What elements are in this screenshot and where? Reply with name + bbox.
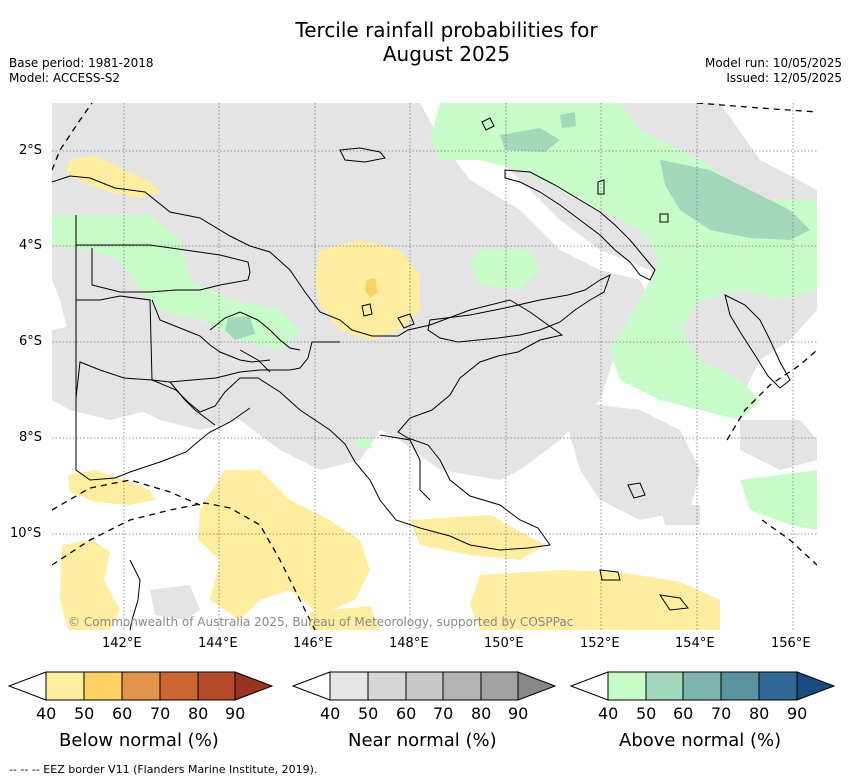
- below-normal-50: [365, 278, 378, 298]
- model-name: Model: ACCESS-S2: [9, 71, 121, 85]
- above-swatch-2: [645, 671, 684, 701]
- below-swatch-4: [159, 671, 199, 701]
- issued-date: Issued: 12/05/2025: [726, 71, 842, 85]
- meta-left: Base period: 1981-2018 Model: ACCESS-S2: [9, 56, 154, 86]
- near-swatch-2: [367, 671, 407, 701]
- lat-label-2s: 2°S: [19, 143, 43, 158]
- near-swatch-3: [405, 671, 444, 701]
- above-swatch-5: [758, 671, 798, 701]
- above-tick-50: 50: [636, 704, 657, 723]
- near-tick-50: 50: [358, 704, 379, 723]
- above-tick-70: 70: [711, 704, 732, 723]
- map-title: Tercile rainfall probabilities for Augus…: [0, 18, 850, 66]
- lon-label-150e: 150°E: [484, 636, 524, 651]
- below-swatch-1: [45, 671, 85, 701]
- lat-label-4s: 4°S: [19, 238, 43, 253]
- model-run: Model run: 10/05/2025: [704, 56, 842, 70]
- colorbar-near-normal: [291, 671, 557, 701]
- below-tick-40: 40: [36, 704, 57, 723]
- below-normal-label: Below normal (%): [59, 730, 219, 751]
- copyright-credit: © Commonwealth of Australia 2025, Bureau…: [68, 615, 573, 629]
- above-normal-label: Above normal (%): [619, 730, 782, 751]
- lon-label-148e: 148°E: [389, 636, 429, 651]
- near-tick-60: 60: [396, 704, 417, 723]
- near-swatch-6: [517, 671, 557, 701]
- near-tick-90: 90: [508, 704, 529, 723]
- base-period: Base period: 1981-2018: [9, 56, 154, 70]
- lat-label-8s: 8°S: [19, 430, 43, 445]
- above-normal-regions: [52, 103, 817, 530]
- below-tick-70: 70: [150, 704, 171, 723]
- below-swatch-2: [83, 671, 123, 701]
- near-tick-70: 70: [433, 704, 454, 723]
- lon-label-142e: 142°E: [102, 636, 142, 651]
- title-line-2: August 2025: [382, 42, 511, 66]
- below-swatch-5: [197, 671, 236, 701]
- lon-label-154e: 154°E: [675, 636, 715, 651]
- below-tick-50: 50: [74, 704, 95, 723]
- below-tick-90: 90: [225, 704, 246, 723]
- provincial-borders: [75, 215, 431, 501]
- lon-label-144e: 144°E: [198, 636, 238, 651]
- above-swatch-6: [796, 671, 836, 701]
- title-line-1: Tercile rainfall probabilities for: [295, 18, 598, 42]
- near-swatch-5: [480, 671, 519, 701]
- above-tick-80: 80: [749, 704, 770, 723]
- above-swatch-1: [607, 671, 647, 701]
- lon-label-156e: 156°E: [771, 636, 811, 651]
- near-tick-40: 40: [320, 704, 341, 723]
- map-area: © Commonwealth of Australia 2025, Bureau…: [52, 103, 817, 630]
- eez-border-note: -- -- -- EEZ border V11 (Flanders Marine…: [9, 763, 318, 776]
- lat-label-10s: 10°S: [10, 526, 42, 541]
- meta-right: Model run: 10/05/2025 Issued: 12/05/2025: [705, 56, 842, 86]
- above-tick-40: 40: [598, 704, 619, 723]
- lon-label-152e: 152°E: [580, 636, 620, 651]
- colorbars: [7, 671, 836, 701]
- colorbar-above-normal: [569, 671, 836, 701]
- below-tick-80: 80: [188, 704, 209, 723]
- below-swatch-6: [234, 671, 274, 701]
- below-swatch-3: [121, 671, 161, 701]
- colorbar-below-normal: [7, 671, 274, 701]
- lat-label-6s: 6°S: [19, 334, 43, 349]
- graticule: [52, 103, 817, 630]
- near-swatch-4: [442, 671, 482, 701]
- near-normal-label: Near normal (%): [348, 730, 497, 751]
- above-tick-90: 90: [787, 704, 808, 723]
- lon-label-146e: 146°E: [293, 636, 333, 651]
- below-tick-60: 60: [112, 704, 133, 723]
- near-swatch-1: [329, 671, 369, 701]
- near-tick-80: 80: [471, 704, 492, 723]
- above-swatch-3: [682, 671, 722, 701]
- below-normal-regions: [60, 155, 720, 630]
- above-tick-60: 60: [673, 704, 694, 723]
- eez-borders: [52, 103, 817, 630]
- above-swatch-4: [720, 671, 760, 701]
- coastlines: [52, 117, 791, 630]
